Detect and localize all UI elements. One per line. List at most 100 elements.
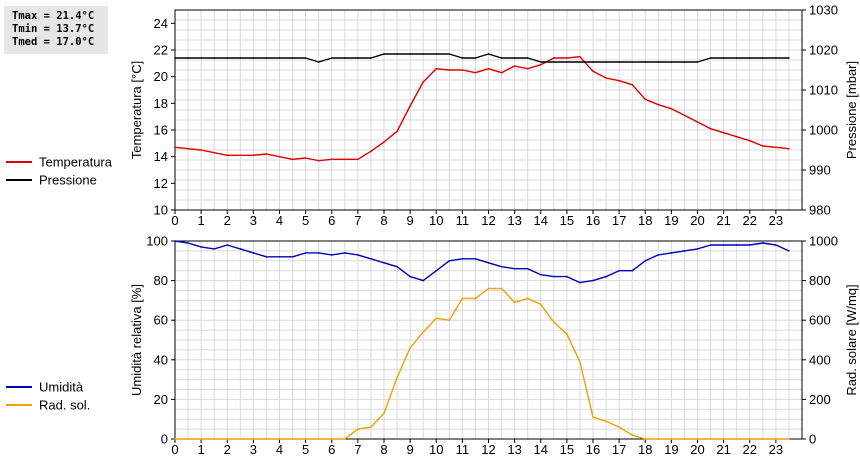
- data-point-1: [396, 53, 398, 55]
- data-point-1: [696, 438, 699, 440]
- data-point-1: [513, 301, 516, 304]
- y-tick-label: 12: [154, 176, 168, 191]
- y2-tick-label: 1000: [809, 123, 838, 138]
- data-point-1: [252, 438, 255, 440]
- data-point-0: [513, 267, 516, 270]
- data-point-1: [226, 438, 229, 440]
- data-point-0: [448, 69, 451, 71]
- y-axis-title: Umidità relativa [%]: [129, 284, 144, 396]
- x-tick-label: 7: [354, 442, 361, 457]
- data-point-0: [409, 275, 411, 278]
- x-tick-label: 15: [560, 442, 574, 457]
- data-point-0: [788, 250, 790, 252]
- data-point-1: [540, 61, 542, 63]
- x-tick-label: 8: [380, 213, 387, 228]
- data-point-1: [553, 61, 555, 63]
- data-point-0: [709, 244, 712, 246]
- data-point-0: [461, 69, 464, 71]
- x-tick-label: 7: [354, 213, 361, 228]
- data-point-0: [304, 252, 307, 254]
- data-point-0: [579, 281, 581, 284]
- data-point-1: [526, 297, 529, 300]
- x-tick-label: 11: [456, 213, 470, 228]
- data-point-0: [331, 158, 333, 161]
- data-point-0: [762, 145, 764, 147]
- data-point-1: [566, 61, 568, 63]
- x-tick-label: 12: [481, 213, 495, 228]
- data-point-0: [278, 155, 281, 158]
- data-point-0: [735, 244, 738, 246]
- data-point-0: [213, 151, 215, 154]
- y-tick-label: 22: [154, 43, 168, 58]
- x-tick-label: 22: [743, 213, 757, 228]
- data-point-1: [370, 426, 372, 428]
- data-point-1: [435, 53, 438, 55]
- data-point-1: [187, 57, 189, 59]
- data-point-0: [422, 81, 425, 83]
- y2-tick-label: 800: [809, 273, 831, 288]
- data-point-1: [618, 426, 620, 428]
- data-point-0: [396, 130, 398, 133]
- x-tick-label: 15: [560, 213, 574, 228]
- data-point-1: [631, 434, 633, 436]
- data-point-0: [605, 275, 607, 278]
- y2-tick-label: 0: [809, 432, 816, 447]
- data-point-0: [618, 269, 620, 272]
- data-point-1: [383, 412, 385, 415]
- series-line-0: [174, 56, 789, 162]
- data-point-0: [670, 107, 673, 110]
- data-point-0: [435, 67, 438, 70]
- x-tick-label: 8: [380, 442, 387, 457]
- data-point-0: [487, 262, 490, 264]
- x-tick-label: 4: [276, 442, 283, 457]
- data-point-1: [631, 61, 633, 63]
- tmax-text: Tmax = 21.4°C: [12, 10, 95, 22]
- data-point-1: [461, 297, 464, 300]
- x-tick-label: 17: [612, 213, 626, 228]
- tmed-text: Tmed = 17.0°C: [12, 36, 95, 48]
- y-tick-label: 80: [154, 273, 168, 288]
- data-point-0: [487, 67, 490, 70]
- data-point-1: [618, 61, 620, 63]
- y2-tick-label: 400: [809, 352, 831, 367]
- data-point-0: [592, 279, 594, 282]
- data-point-0: [644, 98, 647, 101]
- data-point-0: [344, 252, 346, 254]
- y-tick-label: 60: [154, 313, 168, 328]
- x-tick-label: 21: [716, 213, 730, 228]
- data-point-1: [396, 376, 398, 379]
- data-point-1: [252, 57, 255, 59]
- data-point-1: [722, 438, 725, 440]
- data-point-1: [592, 61, 594, 63]
- data-point-0: [409, 105, 411, 107]
- data-point-1: [344, 57, 346, 59]
- data-point-0: [696, 248, 699, 250]
- x-tick-label: 9: [407, 442, 414, 457]
- data-point-1: [644, 438, 647, 440]
- data-point-0: [422, 279, 425, 282]
- data-point-0: [357, 254, 359, 256]
- data-point-0: [200, 246, 202, 248]
- data-point-1: [239, 57, 242, 59]
- data-point-0: [775, 146, 777, 149]
- data-point-0: [187, 147, 189, 150]
- data-point-0: [474, 71, 477, 74]
- data-point-0: [592, 70, 594, 73]
- data-point-1: [709, 438, 712, 440]
- y2-axis-title: Pressione [mbar]: [844, 61, 859, 159]
- data-point-1: [200, 57, 202, 59]
- data-point-0: [474, 258, 477, 260]
- data-point-1: [788, 438, 790, 440]
- data-point-1: [487, 53, 490, 55]
- x-tick-label: 3: [250, 442, 257, 457]
- x-tick-label: 2: [224, 213, 231, 228]
- y-tick-label: 14: [154, 149, 168, 164]
- x-tick-label: 13: [507, 442, 521, 457]
- data-point-1: [775, 438, 777, 440]
- data-point-1: [265, 57, 268, 59]
- data-point-0: [579, 55, 581, 58]
- y2-tick-label: 1000: [809, 234, 838, 249]
- data-point-0: [775, 244, 777, 246]
- data-point-0: [631, 83, 633, 86]
- data-point-0: [683, 114, 686, 117]
